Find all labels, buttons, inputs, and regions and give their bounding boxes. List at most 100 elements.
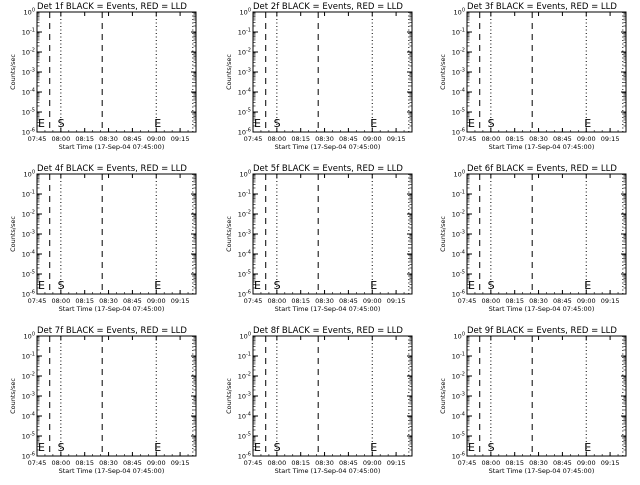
y-tick-label: 10-5: [452, 108, 465, 117]
x-tick-label: 08:45: [553, 135, 572, 143]
start-marker: S: [274, 279, 281, 292]
chart-title: Det 3f BLACK = Events, RED = LLD: [467, 2, 617, 12]
y-tick-label: 10-5: [238, 108, 251, 117]
end-marker: E: [584, 441, 591, 454]
end-marker: E: [370, 117, 377, 130]
x-tick-label: 07:45: [244, 297, 263, 305]
x-tick-label: 08:00: [51, 459, 70, 467]
x-tick-label: 08:45: [123, 135, 142, 143]
x-tick-label: 08:15: [505, 297, 524, 305]
start-marker: S: [274, 117, 281, 130]
x-tick-label: 09:00: [363, 297, 382, 305]
end-marker-left: E: [254, 279, 261, 292]
x-tick-label: 09:15: [171, 135, 190, 143]
chart-title: Det 8f BLACK = Events, RED = LLD: [253, 326, 403, 336]
y-tick-label: 10-6: [452, 290, 465, 299]
end-marker: E: [370, 279, 377, 292]
y-tick-label: 10-1: [22, 190, 35, 199]
y-tick-label: 10-6: [452, 128, 465, 137]
start-marker: S: [58, 441, 65, 454]
y-tick-label: 10-5: [238, 432, 251, 441]
y-tick-label: 10-4: [452, 88, 465, 97]
y-tick-label: 100: [24, 8, 35, 17]
x-tick-label: 08:30: [529, 135, 548, 143]
x-axis-label: Start Time (17-Sep-04 07:45:00): [59, 305, 165, 313]
x-tick-label: 08:45: [553, 459, 572, 467]
chart-title: Det 9f BLACK = Events, RED = LLD: [467, 326, 617, 336]
y-tick-label: 100: [454, 8, 465, 17]
x-tick-label: 07:45: [28, 459, 47, 467]
chart-title: Det 5f BLACK = Events, RED = LLD: [253, 164, 403, 174]
y-tick-label: 10-2: [238, 372, 251, 381]
x-tick-label: 09:15: [601, 459, 620, 467]
y-tick-label: 10-6: [22, 452, 35, 461]
x-tick-label: 09:00: [147, 459, 166, 467]
chart-title: Det 4f BLACK = Events, RED = LLD: [37, 164, 187, 174]
y-tick-label: 10-6: [452, 452, 465, 461]
x-tick-label: 08:15: [291, 297, 310, 305]
y-tick-label: 10-1: [452, 190, 465, 199]
x-axis-label: Start Time (17-Sep-04 07:45:00): [489, 467, 595, 475]
y-tick-label: 10-5: [22, 432, 35, 441]
y-tick-label: 10-3: [452, 392, 465, 401]
x-tick-label: 08:00: [267, 135, 286, 143]
y-tick-label: 10-3: [22, 392, 35, 401]
end-marker: E: [154, 117, 161, 130]
x-axis-label: Start Time (17-Sep-04 07:45:00): [275, 305, 381, 313]
x-axis-label: Start Time (17-Sep-04 07:45:00): [275, 467, 381, 475]
x-tick-label: 07:45: [244, 135, 263, 143]
chart-title: Det 7f BLACK = Events, RED = LLD: [37, 326, 187, 336]
x-tick-label: 08:00: [481, 135, 500, 143]
y-axis-label: Counts/sec: [225, 378, 233, 414]
x-tick-label: 08:15: [505, 135, 524, 143]
y-axis-label: Counts/sec: [9, 378, 17, 414]
end-marker-left: E: [38, 441, 45, 454]
x-tick-label: 08:15: [75, 135, 94, 143]
y-tick-label: 10-6: [22, 290, 35, 299]
y-axis-label: Counts/sec: [9, 216, 17, 252]
x-tick-label: 07:45: [244, 459, 263, 467]
x-tick-label: 09:15: [171, 297, 190, 305]
x-tick-label: 09:00: [577, 297, 596, 305]
x-tick-label: 09:15: [387, 297, 406, 305]
x-tick-label: 09:15: [387, 459, 406, 467]
y-tick-label: 10-3: [452, 230, 465, 239]
y-tick-label: 10-3: [238, 230, 251, 239]
x-tick-label: 08:45: [339, 459, 358, 467]
y-axis-label: Counts/sec: [439, 378, 447, 414]
x-tick-label: 08:30: [99, 297, 118, 305]
y-axis-label: Counts/sec: [439, 216, 447, 252]
y-tick-label: 10-1: [452, 352, 465, 361]
end-marker: E: [584, 117, 591, 130]
y-tick-label: 10-3: [22, 230, 35, 239]
chart-title: Det 1f BLACK = Events, RED = LLD: [37, 2, 187, 12]
y-tick-label: 10-4: [238, 412, 251, 421]
x-tick-label: 09:00: [363, 135, 382, 143]
start-marker: S: [274, 441, 281, 454]
y-tick-label: 100: [240, 8, 251, 17]
end-marker-left: E: [254, 117, 261, 130]
chart-title: Det 2f BLACK = Events, RED = LLD: [253, 2, 403, 12]
start-marker: S: [58, 117, 65, 130]
y-tick-label: 100: [24, 170, 35, 179]
end-marker-left: E: [38, 279, 45, 292]
x-tick-label: 08:30: [315, 135, 334, 143]
y-tick-label: 10-3: [22, 68, 35, 77]
y-tick-label: 10-4: [22, 88, 35, 97]
y-tick-label: 10-6: [238, 128, 251, 137]
y-tick-label: 10-6: [22, 128, 35, 137]
x-tick-label: 08:30: [529, 459, 548, 467]
y-tick-label: 10-5: [22, 270, 35, 279]
y-tick-label: 10-1: [238, 352, 251, 361]
x-tick-label: 08:15: [291, 135, 310, 143]
x-tick-label: 08:45: [339, 135, 358, 143]
x-tick-label: 09:15: [601, 135, 620, 143]
x-tick-label: 08:45: [123, 297, 142, 305]
end-marker: E: [154, 441, 161, 454]
